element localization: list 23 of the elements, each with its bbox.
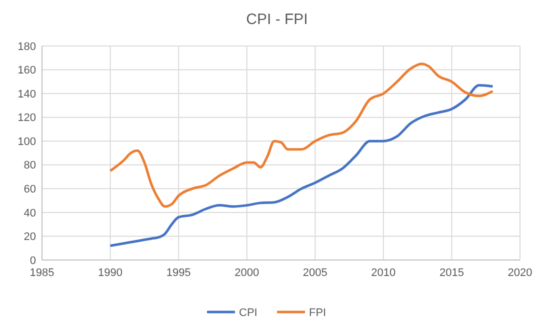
x-tick-label: 1985 [30,267,54,279]
y-tick-label: 20 [24,231,36,244]
line-series [109,84,494,247]
x-tick-label: 1995 [166,267,191,279]
legend-label: FPI [309,306,326,319]
x-tick-label: 2005 [302,267,328,279]
y-tick-label: 0 [30,254,36,267]
chart-title: CPI - FPI [246,11,308,28]
x-tick-label: 2010 [371,267,396,279]
y-tick-label: 80 [24,160,36,172]
x-tick-label: 1990 [98,267,123,279]
x-tick-label: 2020 [508,267,532,279]
y-tick-label: 140 [18,88,36,100]
y-tick-label: 180 [18,40,36,53]
y-tick-label: 60 [24,184,36,196]
y-tick-label: 120 [18,112,36,124]
y-tick-label: 100 [18,136,36,148]
x-tick-label: 2000 [234,267,260,279]
x-tick-label: 2015 [439,267,464,279]
legend-label: CPI [239,306,258,319]
y-tick-label: 40 [24,207,36,220]
line-series [109,62,494,208]
y-tick-label: 160 [18,64,36,77]
